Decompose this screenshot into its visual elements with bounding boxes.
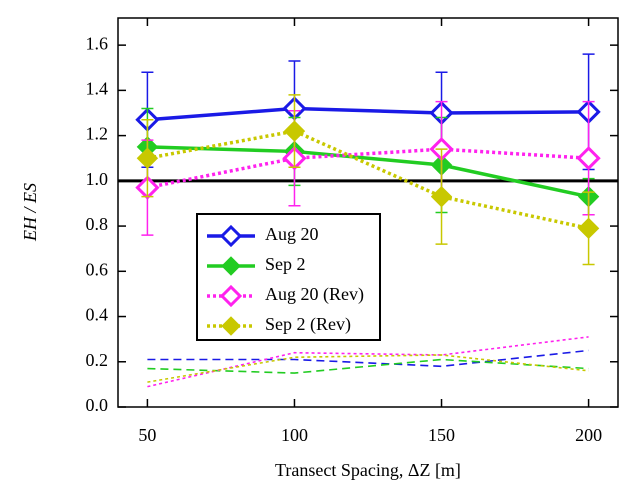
baseline-line bbox=[147, 358, 589, 374]
legend-marker bbox=[219, 224, 243, 248]
x-tick-label: 100 bbox=[281, 425, 308, 445]
y-tick-label: 1.2 bbox=[86, 124, 109, 144]
marker bbox=[576, 146, 601, 171]
legend-label: Sep 2 bbox=[265, 254, 306, 274]
y-axis-label: EH / ES bbox=[20, 183, 40, 242]
x-tick-label: 200 bbox=[575, 425, 602, 445]
series-line bbox=[147, 106, 589, 122]
baseline-line bbox=[147, 354, 589, 383]
legend: Aug 20 Sep 2 Aug 20 (Rev) Sep 2 (Rev) bbox=[196, 213, 381, 341]
marker bbox=[577, 217, 600, 240]
x-axis-label: Transect Spacing, ΔZ [m] bbox=[275, 460, 461, 480]
y-tick-label: 1.6 bbox=[86, 33, 109, 53]
legend-label: Sep 2 (Rev) bbox=[265, 314, 351, 335]
y-tick-label: 1.0 bbox=[86, 169, 109, 189]
x-tick-label: 150 bbox=[428, 425, 455, 445]
plot-frame bbox=[117, 17, 619, 408]
legend-label: Aug 20 bbox=[265, 224, 319, 244]
marker bbox=[136, 147, 159, 169]
x-tick-label: 50 bbox=[138, 425, 156, 445]
baseline-line bbox=[147, 349, 589, 368]
y-tick-label: 1.4 bbox=[86, 78, 109, 98]
y-tick-label: 0.0 bbox=[86, 395, 109, 415]
baseline-line bbox=[147, 336, 589, 388]
series-line bbox=[147, 129, 589, 231]
y-tick-label: 0.8 bbox=[86, 214, 109, 234]
y-tick-label: 0.6 bbox=[86, 259, 109, 279]
legend-label: Aug 20 (Rev) bbox=[265, 284, 364, 305]
marker bbox=[283, 120, 306, 142]
legend-marker bbox=[221, 256, 241, 276]
y-tick-label: 0.4 bbox=[86, 305, 109, 325]
marker bbox=[430, 185, 453, 208]
legend-marker bbox=[221, 316, 241, 336]
legend-marker bbox=[219, 284, 243, 308]
y-tick-label: 0.2 bbox=[86, 350, 109, 370]
series-line bbox=[147, 145, 589, 199]
series-line bbox=[147, 147, 589, 190]
